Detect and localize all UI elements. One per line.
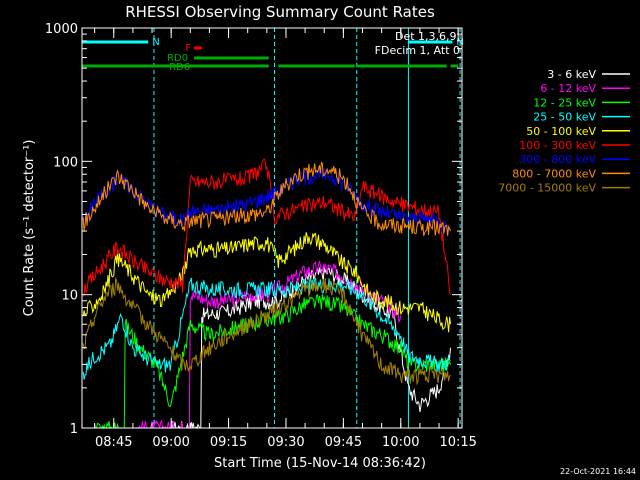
- chart-title: RHESSI Observing Summary Count Rates: [125, 3, 435, 21]
- plot-area: NNFRD0RD6110100100008:4509:0009:1509:300…: [45, 22, 477, 450]
- y-tick-label-3: 1000: [45, 22, 78, 37]
- x-tick-label-1: 09:00: [152, 435, 189, 450]
- x-tick-label-4: 09:45: [325, 435, 362, 450]
- series-line-6: [82, 167, 451, 238]
- y-axis-label: Count Rate (s⁻¹ detector⁻¹): [22, 140, 37, 317]
- plot-frame: [81, 27, 463, 429]
- x-tick-label-6: 10:15: [439, 435, 476, 450]
- x-axis-label: Start Time (15-Nov-14 08:36:42): [214, 456, 426, 471]
- legend-label-8: 7000 - 15000 keV: [498, 182, 596, 195]
- legend-label-3: 25 - 50 keV: [533, 111, 596, 124]
- annotation-label-2: F: [185, 43, 191, 54]
- y-tick-label-1: 10: [61, 289, 78, 304]
- footer-timestamp: 22-Oct-2021 16:44: [560, 467, 636, 476]
- annotation-label-1: N: [456, 37, 463, 48]
- annotation-label-3: RD0: [167, 53, 188, 64]
- series-line-3: [82, 277, 451, 380]
- series-line-5: [82, 158, 451, 297]
- annotation-label-0: N: [152, 37, 159, 48]
- series-line-2: [94, 293, 451, 430]
- y-tick-label-0: 1: [70, 422, 78, 437]
- x-tick-label-5: 10:00: [382, 435, 419, 450]
- series-line-7: [82, 161, 451, 236]
- legend-label-2: 12 - 25 keV: [533, 96, 596, 109]
- legend-label-4: 50 - 100 keV: [526, 125, 596, 138]
- y-tick-label-2: 100: [53, 155, 78, 170]
- legend-label-0: 3 - 6 keV: [547, 68, 596, 81]
- x-tick-label-0: 08:45: [95, 435, 132, 450]
- legend-label-1: 6 - 12 keV: [540, 82, 596, 95]
- x-tick-label-3: 09:30: [267, 435, 304, 450]
- legend-label-6: 300 - 800 keV: [519, 153, 596, 166]
- series-line-4: [82, 232, 451, 333]
- legend-header-1: Det 1,3,6,9,: [395, 30, 460, 43]
- series-line-8: [82, 276, 451, 386]
- legend-label-7: 800 - 7000 keV: [512, 167, 596, 180]
- legend-header-2: FDecim 1, Att 0: [375, 44, 460, 57]
- x-tick-label-2: 09:15: [210, 435, 247, 450]
- legend-label-5: 100 - 300 keV: [519, 139, 596, 152]
